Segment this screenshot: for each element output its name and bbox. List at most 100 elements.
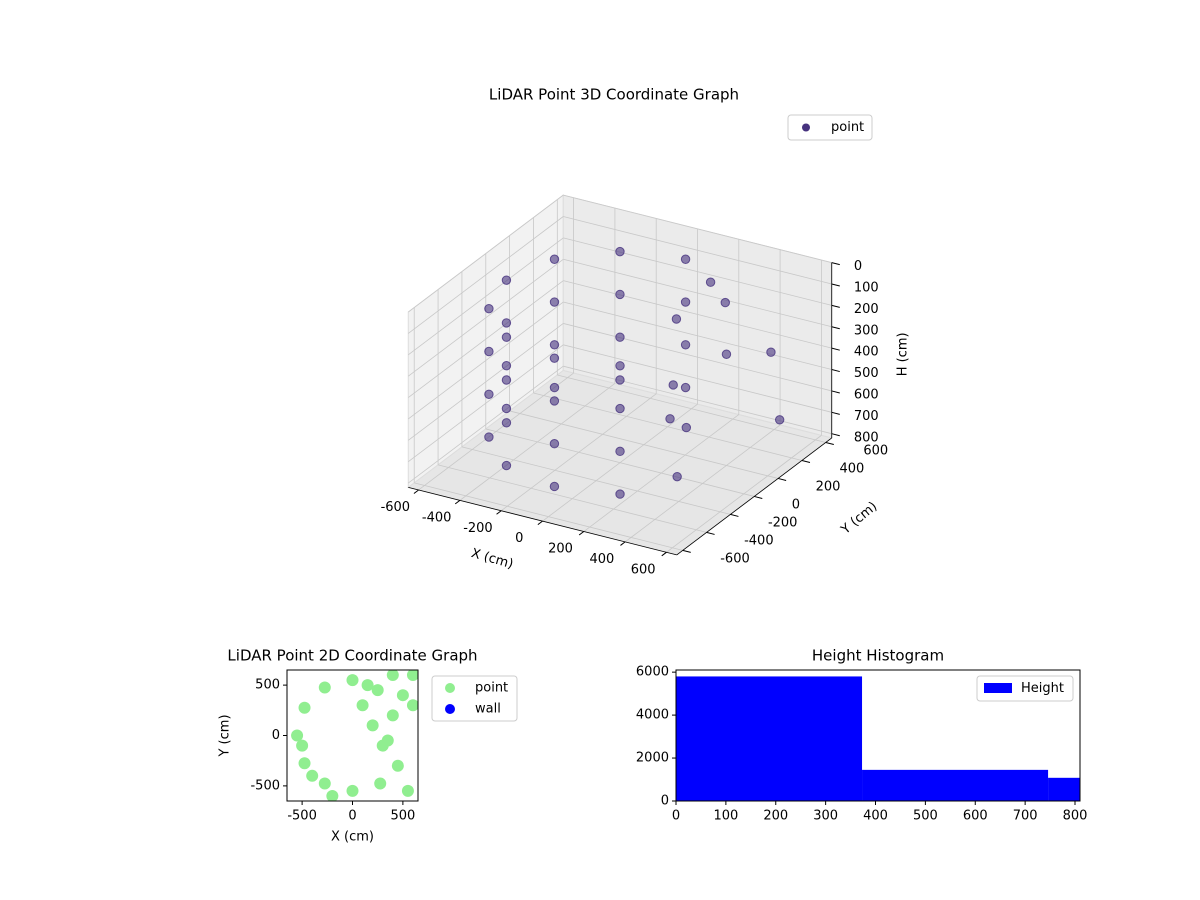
z-tick-label: 0 (854, 259, 862, 274)
axes-frame (675, 669, 1081, 802)
x-tick-label: 0 (515, 531, 523, 546)
point (615, 489, 625, 499)
tick-mark (825, 441, 834, 445)
point (549, 353, 560, 363)
point (346, 674, 359, 687)
x-tick-label: 700 (1013, 809, 1038, 824)
legend-box (976, 675, 1074, 702)
grid-line (509, 410, 779, 479)
point (615, 332, 625, 342)
point (371, 684, 384, 697)
legend-label: point (475, 681, 508, 696)
point (681, 422, 692, 433)
point (549, 382, 560, 393)
point (356, 699, 369, 712)
point (386, 670, 399, 682)
grid-line (414, 482, 683, 551)
grid-line (408, 323, 564, 441)
grid-line (485, 428, 755, 497)
point (766, 347, 776, 357)
grid-line (408, 194, 564, 313)
point (391, 759, 404, 772)
y-tick-label: 0 (661, 794, 669, 809)
y-tick-label: -500 (250, 778, 280, 793)
y-tick-label: -600 (720, 551, 750, 566)
z-axis-label: H (cm) (895, 332, 910, 376)
tick-mark (754, 495, 763, 499)
x-tick-label: 200 (763, 809, 788, 824)
point (721, 349, 732, 359)
x-tick-label: 600 (631, 562, 656, 577)
grid-line (563, 323, 832, 392)
bar (676, 676, 863, 801)
point (665, 414, 675, 424)
x-tick-label: -500 (287, 809, 317, 824)
tick-mark (831, 390, 840, 394)
point (406, 699, 418, 712)
point (386, 709, 399, 722)
tick-mark (537, 520, 543, 526)
legend-box (787, 114, 873, 141)
grid-line (563, 344, 832, 413)
grid-line (533, 392, 803, 461)
z-tick-label: 200 (854, 302, 879, 317)
point (361, 679, 374, 692)
grid-line (408, 365, 564, 484)
x-tick-label: 400 (863, 809, 888, 824)
x-tick-label: 0 (672, 809, 680, 824)
point (680, 382, 691, 393)
tick-mark (831, 262, 840, 266)
tick-mark (801, 459, 811, 463)
x-tick-label: 800 (1063, 809, 1088, 824)
point (306, 769, 319, 782)
legend-marker (984, 683, 1012, 693)
grid-line (563, 301, 832, 370)
grid-line (408, 237, 564, 356)
x-tick-label: 100 (713, 809, 738, 824)
point (774, 415, 785, 425)
x-tick-label: 0 (348, 809, 356, 824)
tick-mark (620, 541, 626, 546)
point (680, 297, 691, 307)
point (615, 289, 625, 300)
grid-line (437, 464, 707, 533)
chart-title: LiDAR Point 3D Coordinate Graph (489, 86, 739, 104)
point (381, 734, 394, 747)
point (501, 403, 512, 414)
point (406, 670, 418, 682)
legend-label: wall (475, 702, 501, 717)
tick-mark (777, 477, 787, 481)
x-tick-label: 500 (390, 809, 415, 824)
point (671, 314, 682, 324)
point (549, 254, 560, 264)
point (501, 318, 512, 328)
legend-marker (445, 704, 455, 714)
legend-label: point (831, 120, 864, 135)
grid-line (563, 258, 832, 328)
z-tick-label: 700 (854, 409, 879, 424)
tick-mark (831, 326, 840, 330)
point (401, 784, 414, 797)
y-tick-label: 4000 (636, 708, 669, 723)
legend-label: Height (1021, 681, 1064, 696)
grid-line (563, 237, 832, 306)
z-tick-label: 600 (854, 387, 879, 402)
bar (862, 769, 1049, 801)
point (501, 418, 512, 428)
point (615, 361, 625, 371)
tick-mark (706, 531, 715, 535)
legend-box (431, 675, 518, 722)
grid-line (557, 374, 826, 443)
point (549, 439, 560, 449)
axis-line (408, 486, 677, 556)
point (615, 375, 625, 385)
point (615, 446, 625, 457)
y-tick-label: 0 (792, 497, 800, 512)
z-tick-label: 300 (854, 323, 879, 338)
tick-mark (831, 283, 840, 287)
point (298, 701, 311, 714)
point (326, 789, 339, 801)
point (484, 304, 494, 314)
x-tick-label: 600 (963, 809, 988, 824)
